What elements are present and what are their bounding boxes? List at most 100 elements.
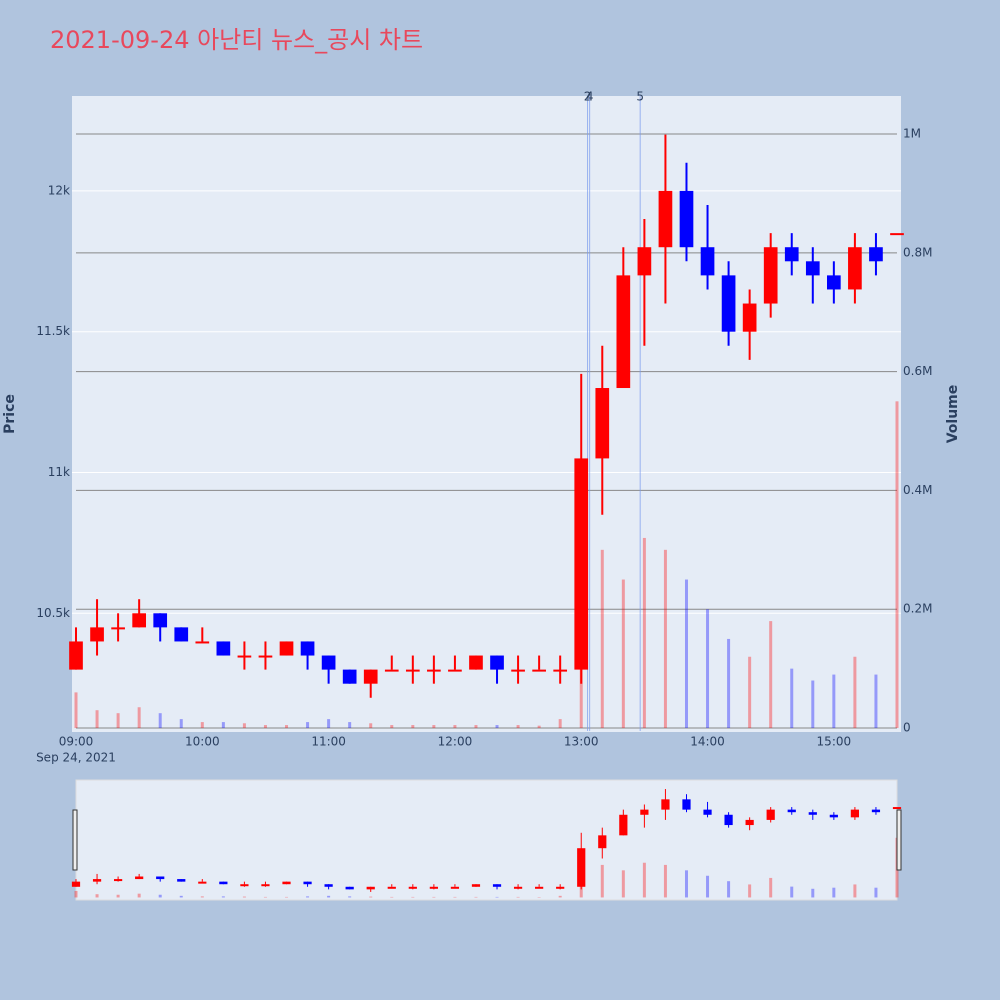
candle-body: [890, 233, 904, 236]
candle-body: [384, 669, 399, 672]
volume-bar: [600, 864, 604, 898]
candle-body: [113, 879, 123, 882]
x-tick-label: 14:00: [690, 735, 725, 749]
candle-body: [784, 247, 799, 262]
x-tick-label: 09:00: [59, 735, 94, 749]
y2-tick-label: 0: [903, 721, 911, 735]
volume-bar: [516, 725, 520, 729]
x-tick-label: 15:00: [817, 735, 852, 749]
volume-bar: [537, 725, 541, 729]
candle-body: [745, 819, 754, 826]
volume-bar: [874, 674, 878, 729]
volume-bar: [853, 884, 857, 898]
volume-bar: [369, 896, 373, 898]
range-slider[interactable]: [75, 779, 898, 901]
volume-bar: [558, 895, 562, 898]
candle-body: [450, 886, 460, 889]
candle-body: [216, 641, 231, 656]
candle-body: [721, 275, 736, 332]
volume-bar: [495, 725, 499, 729]
y-tick-label: 11k: [48, 465, 70, 479]
volume-bar: [853, 656, 857, 729]
volume-bar: [74, 890, 78, 898]
volume-bar: [116, 713, 120, 729]
volume-bar: [306, 722, 310, 729]
y-tick-label: 11.5k: [36, 324, 70, 338]
volume-bar: [895, 401, 899, 729]
candle-body: [829, 814, 838, 818]
volume-bar: [706, 609, 710, 729]
volume-bar: [348, 896, 352, 898]
candle-body: [366, 886, 375, 890]
volume-bar: [285, 725, 289, 729]
candle-body: [237, 655, 252, 658]
candle-body: [700, 247, 715, 276]
candle-body: [174, 627, 189, 642]
plot-area: [72, 96, 901, 732]
candle-body: [616, 275, 631, 389]
volume-bar: [495, 896, 499, 898]
x-tick-label: 10:00: [185, 735, 220, 749]
candle-body: [490, 655, 504, 670]
candle-body: [156, 876, 165, 880]
range-handle[interactable]: [72, 809, 78, 871]
y2-tick-label: 0.6M: [903, 364, 932, 378]
volume-bar: [306, 896, 310, 898]
annotation-text: 2: [584, 90, 592, 104]
candle-body: [848, 247, 862, 290]
volume-bar: [727, 638, 731, 729]
candle-body: [679, 190, 694, 248]
volume-bar: [684, 870, 688, 898]
candle-body: [198, 881, 207, 884]
candle-body: [324, 884, 333, 887]
range-handle[interactable]: [896, 809, 902, 871]
candle-body: [300, 641, 315, 656]
volume-bar: [95, 894, 99, 898]
volume-bar: [663, 864, 667, 898]
candle-body: [279, 641, 294, 656]
candle-body: [658, 190, 673, 248]
annotation-text: 4: [586, 90, 594, 104]
volume-bar: [663, 549, 667, 729]
volume-bar: [263, 725, 267, 729]
y-tick-label: 10.5k: [36, 606, 70, 620]
candle-body: [827, 275, 841, 290]
candle-body: [892, 807, 902, 810]
candle-body: [405, 669, 420, 672]
candle-body: [492, 884, 502, 887]
volume-bar: [74, 692, 78, 729]
volume-bar: [811, 888, 815, 898]
volume-bar: [642, 537, 646, 729]
candle-body: [869, 247, 883, 262]
volume-bar: [137, 893, 141, 898]
candle-body: [595, 388, 610, 459]
x-date-label: Sep 24, 2021: [36, 751, 116, 765]
candle-body: [92, 879, 102, 882]
candle-body: [71, 881, 81, 887]
volume-bar: [263, 896, 267, 898]
candle-body: [574, 458, 589, 670]
candle-body: [637, 247, 652, 276]
volume-bar: [179, 895, 183, 898]
volume-bar: [327, 895, 331, 898]
volume-bar: [137, 707, 141, 729]
y2-tick-label: 0.4M: [903, 483, 932, 497]
candle-body: [742, 303, 757, 332]
candle-body: [619, 814, 628, 836]
volume-bar: [432, 896, 436, 898]
candle-body: [805, 261, 820, 276]
volume-bar: [200, 896, 204, 898]
candle-body: [429, 886, 438, 889]
volume-bar: [221, 722, 225, 729]
candle-body: [766, 809, 775, 820]
candle-body: [532, 669, 546, 672]
candle-body: [261, 884, 270, 887]
candle-body: [240, 884, 249, 887]
candle-body: [808, 812, 817, 815]
candle-body: [535, 886, 544, 889]
candle-body: [640, 809, 649, 815]
volume-bar: [453, 725, 457, 729]
candle-body: [387, 886, 396, 889]
candle-body: [111, 627, 125, 630]
volume-bar: [285, 896, 289, 898]
